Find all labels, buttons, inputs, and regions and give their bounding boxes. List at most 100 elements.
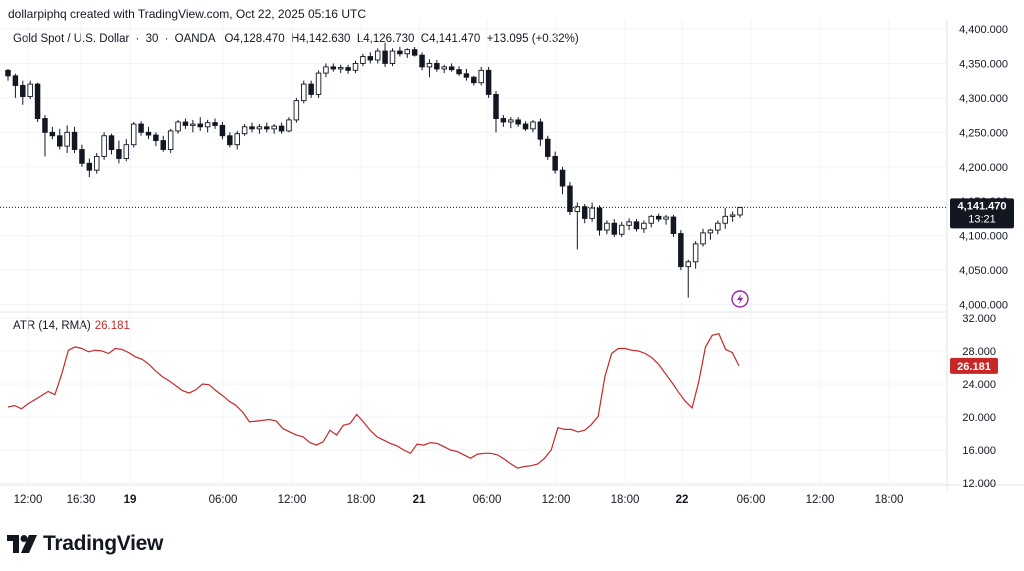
candle <box>167 128 174 153</box>
candle <box>367 52 374 64</box>
candle-body <box>264 126 270 130</box>
candle <box>34 82 41 122</box>
candle-body <box>160 140 167 150</box>
candle <box>182 118 189 129</box>
time-tick-label: 06:00 <box>209 494 238 506</box>
candle-body <box>79 149 85 164</box>
candle <box>204 119 211 133</box>
atr-tick-label: 16.000 <box>962 445 996 457</box>
candle-body <box>389 50 396 64</box>
candle <box>448 63 455 72</box>
candle <box>633 219 640 232</box>
candle-body <box>434 62 440 70</box>
candle <box>515 117 521 127</box>
candle-body <box>5 69 11 77</box>
atr-axis[interactable]: 12.000 16.000 20.000 24.000 28.000 32.000 <box>962 313 996 490</box>
candle <box>93 152 100 174</box>
candle <box>574 202 581 250</box>
candle-body <box>93 155 100 171</box>
candle-body <box>382 50 388 64</box>
candle <box>545 135 551 160</box>
candle-body <box>175 121 181 132</box>
candle-body <box>537 121 544 140</box>
atr-legend: ATR (14, RMA) 26.181 <box>13 320 130 332</box>
exchange-label: OANDA <box>174 33 215 45</box>
candle-body <box>485 69 492 95</box>
candle-body <box>271 125 277 130</box>
candle-body <box>286 119 292 132</box>
candle-body <box>293 100 300 121</box>
candle <box>352 60 359 74</box>
candle <box>374 48 381 64</box>
candle <box>722 208 728 229</box>
candle-body <box>715 222 721 231</box>
candle <box>382 42 388 67</box>
candle <box>471 75 477 86</box>
candle <box>116 140 122 164</box>
candle-body <box>670 216 677 235</box>
candle-body <box>707 229 714 234</box>
candle <box>685 259 691 298</box>
candle <box>434 59 440 72</box>
candle-body <box>678 233 684 268</box>
candle <box>670 214 677 238</box>
candle-body <box>508 119 514 123</box>
candle-body <box>138 123 144 133</box>
candle <box>20 80 26 105</box>
chart-canvas[interactable]: 4,000.0004,050.0004,100.0004,150.0004,20… <box>0 0 1024 530</box>
atr-tick-label: 12.000 <box>962 478 996 490</box>
candle <box>108 133 115 155</box>
candle <box>315 70 322 98</box>
candle-body <box>589 207 595 219</box>
candle <box>264 122 270 133</box>
lightning-icon[interactable] <box>731 290 749 308</box>
candle <box>397 46 403 57</box>
candle-body <box>559 169 566 187</box>
candle <box>145 126 152 140</box>
candle <box>737 206 743 218</box>
symbol-name[interactable]: Gold Spot / U.S. Dollar <box>13 33 130 45</box>
time-tick-label: 21 <box>413 494 426 506</box>
candle <box>160 135 167 152</box>
candle-body <box>12 75 19 86</box>
candle-body <box>581 206 588 219</box>
atr-label[interactable]: ATR (14, RMA) <box>13 320 91 332</box>
candle <box>345 64 351 74</box>
time-axis[interactable]: 12:00 16:30 19 06:00 12:00 18:00 21 06:00 12:00 1… <box>14 494 904 506</box>
candle-body <box>337 67 344 70</box>
candle-body <box>27 83 33 97</box>
close-value: C4,141.470 <box>420 33 481 45</box>
candle-body <box>419 54 425 68</box>
candle <box>293 97 300 123</box>
candle <box>301 80 307 104</box>
grid-lines <box>0 20 947 485</box>
atr-series <box>7 332 740 469</box>
candle <box>27 80 33 100</box>
candle-body <box>71 131 78 150</box>
atr-tick-label: 28.000 <box>962 346 996 358</box>
price-badge-box <box>950 198 1014 229</box>
price-tick-label: 4,000.000 <box>959 300 1008 312</box>
price-tick-label: 4,400.000 <box>959 24 1008 36</box>
candle-body <box>101 135 107 157</box>
time-tick-label: 16:30 <box>67 494 96 506</box>
candle <box>71 126 78 153</box>
candle-body <box>204 122 211 128</box>
candle <box>485 66 492 98</box>
candle <box>256 124 263 134</box>
price-axis[interactable]: 4,000.0004,050.0004,100.0004,150.0004,20… <box>959 24 1008 312</box>
tradingview-brand[interactable]: TradingView <box>7 532 163 556</box>
candle <box>581 203 588 224</box>
candle-body <box>116 149 122 159</box>
candle-body <box>574 206 581 212</box>
time-tick-label: 06:00 <box>737 494 766 506</box>
candle-body <box>57 135 63 147</box>
chart-header: dollarpiphq created with TradingView.com… <box>8 7 366 21</box>
time-tick-label: 22 <box>676 494 689 506</box>
candle <box>79 144 85 167</box>
candle-body <box>648 215 655 224</box>
candle-body <box>618 224 625 235</box>
candle-body <box>190 123 196 126</box>
interval-label[interactable]: 30 <box>145 33 159 45</box>
candle <box>692 241 699 269</box>
